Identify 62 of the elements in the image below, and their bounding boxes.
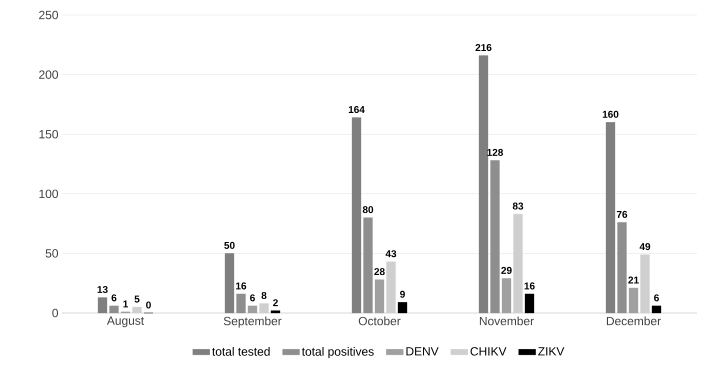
data-label: 13 — [98, 286, 108, 294]
x-tick-label: August — [106, 316, 144, 328]
y-tick-label: 0 — [52, 308, 58, 318]
legend-label: total tested — [212, 346, 270, 356]
data-label: 21 — [628, 276, 639, 284]
bar — [109, 306, 119, 314]
data-label: 49 — [640, 243, 650, 250]
data-label: 6 — [654, 294, 659, 302]
data-label: 50 — [224, 242, 235, 249]
data-label: 1 — [123, 300, 128, 308]
bar — [524, 294, 534, 314]
data-label: 0 — [146, 301, 151, 309]
bar — [617, 222, 627, 314]
data-label: 80 — [362, 206, 374, 214]
data-label: 29 — [501, 266, 512, 274]
data-label: 28 — [374, 268, 385, 276]
legend-label: DENV — [406, 347, 439, 356]
bar — [248, 306, 258, 314]
data-label: 5 — [134, 296, 140, 303]
x-tick-label: November — [480, 316, 534, 326]
data-label: 6 — [250, 294, 255, 302]
x-tick-label: December — [606, 316, 661, 326]
data-label: 128 — [487, 148, 504, 156]
x-tick-label: September — [224, 316, 282, 328]
y-tick-label: 100 — [39, 190, 58, 198]
bar — [236, 294, 246, 314]
bar — [363, 217, 373, 314]
bar — [98, 297, 108, 314]
y-tick-label: 150 — [39, 130, 58, 138]
data-label: 43 — [386, 250, 396, 258]
data-label: 16 — [236, 282, 246, 290]
bar — [628, 288, 638, 314]
bar — [132, 306, 142, 314]
data-label: 9 — [400, 290, 405, 298]
bar — [270, 310, 280, 314]
bar — [374, 279, 384, 314]
bar — [352, 117, 362, 314]
legend-label: total positives — [302, 346, 374, 358]
bar — [386, 262, 396, 314]
data-label: 160 — [602, 110, 618, 118]
data-label: 16 — [524, 282, 535, 290]
bar — [606, 122, 616, 314]
y-tick-label: 200 — [39, 70, 58, 79]
data-label: 76 — [616, 210, 628, 218]
bar — [478, 55, 488, 314]
legend-label: ZIKV — [538, 347, 564, 356]
bar — [398, 302, 408, 314]
y-tick-label: 250 — [39, 10, 58, 20]
x-tick-label: October — [358, 316, 401, 326]
bar — [490, 160, 500, 314]
bar — [502, 278, 512, 314]
bar — [224, 253, 234, 314]
data-label: 2 — [273, 299, 278, 306]
data-label: 83 — [512, 202, 524, 210]
legend-label: CHIKV — [470, 347, 506, 356]
y-tick-label: 50 — [46, 249, 58, 258]
data-label: 8 — [262, 292, 266, 299]
data-label: 6 — [112, 294, 116, 302]
bar — [259, 303, 269, 314]
bar — [652, 306, 662, 314]
data-label: 216 — [476, 44, 492, 52]
data-label: 164 — [348, 106, 365, 114]
